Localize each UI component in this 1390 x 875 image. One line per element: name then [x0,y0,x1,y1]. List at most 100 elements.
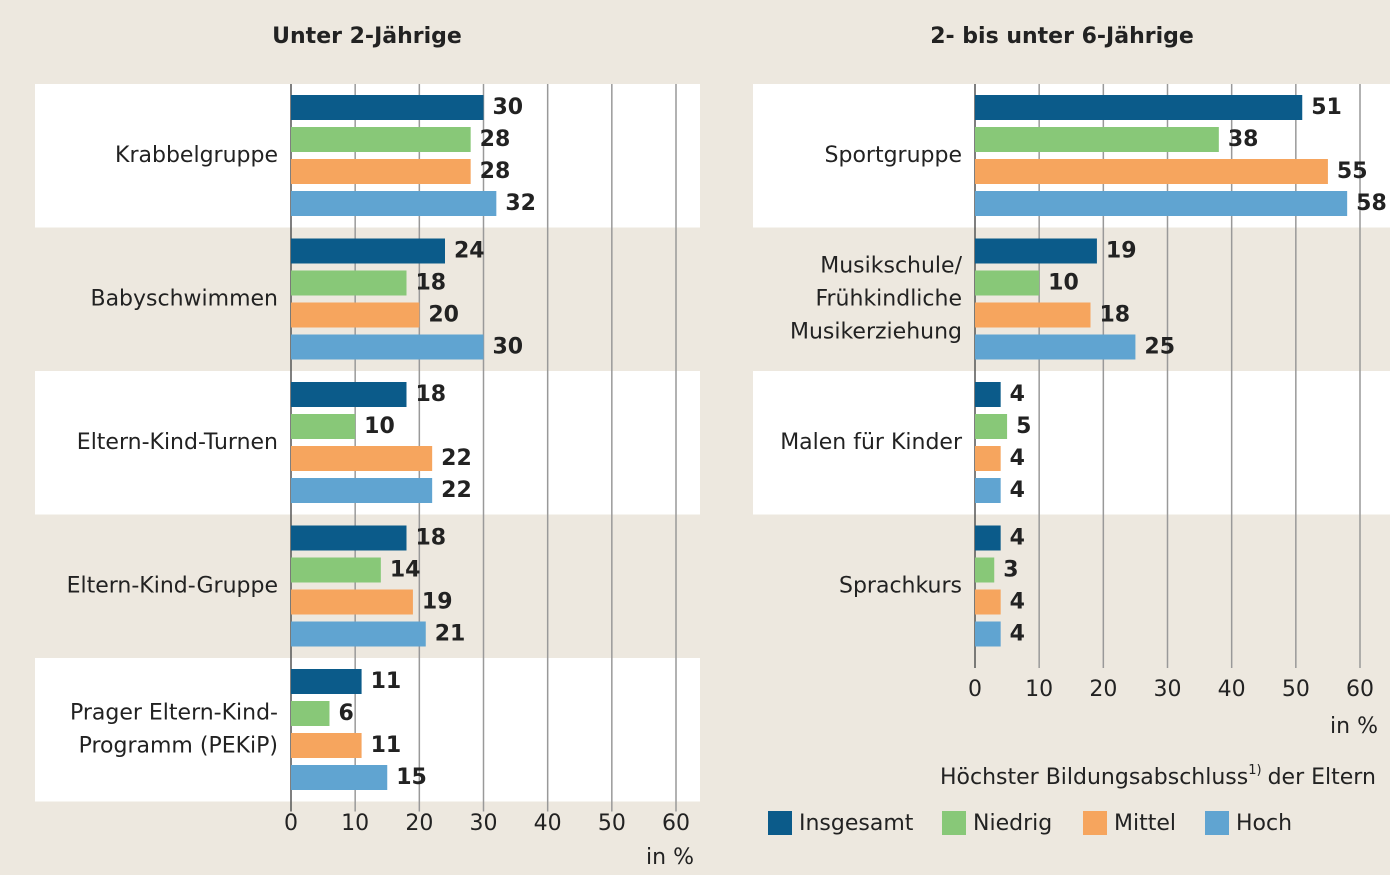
x-tick-label: 50 [1282,677,1310,702]
value-label: 18 [1100,303,1131,328]
bar [975,302,1091,328]
chart-title: Unter 2-Jährige [272,24,462,49]
bar [975,127,1219,152]
bar [975,414,1008,439]
bar [975,557,995,583]
category-label: Babyschwimmen [90,286,278,311]
x-axis-label: in % [646,845,694,870]
category-label: Sportgruppe [825,143,962,168]
chart-title: 2- bis unter 6-Jährige [930,24,1194,49]
value-label: 11 [371,669,402,694]
legend-label: Hoch [1236,811,1292,836]
value-label: 18 [416,271,447,296]
value-label: 18 [416,526,447,551]
x-tick-label: 10 [1025,677,1053,702]
value-label: 4 [1010,382,1025,407]
category-label: Prager Eltern-Kind- [70,700,278,725]
value-label: 4 [1010,478,1025,503]
bar [291,446,433,471]
legend-label: Mittel [1114,811,1176,836]
x-tick-label: 20 [405,811,433,836]
category-label: Eltern-Kind-Turnen [77,430,278,455]
category-label: Musikerziehung [790,319,962,344]
value-label: 3 [1003,558,1018,583]
bar [975,191,1348,216]
value-label: 11 [371,733,402,758]
bar [291,478,433,503]
legend-title-part: 1) [1248,763,1261,778]
bar [975,382,1001,407]
value-label: 21 [435,622,466,647]
value-label: 28 [480,127,511,152]
value-label: 4 [1010,446,1025,471]
value-label: 22 [441,478,472,503]
x-axis-label: in % [1330,714,1378,739]
value-label: 58 [1356,191,1387,216]
value-label: 38 [1228,127,1259,152]
value-label: 20 [428,303,459,328]
x-tick-label: 40 [1218,677,1246,702]
bar [975,589,1001,615]
value-label: 4 [1010,526,1025,551]
x-tick-label: 30 [470,811,498,836]
category-label: Eltern-Kind-Gruppe [67,573,278,598]
bar [291,382,407,407]
bar [291,621,426,647]
bar [291,95,484,120]
bar [291,334,484,360]
x-tick-label: 0 [284,811,298,836]
bar [975,159,1328,184]
legend-title-part: Höchster Bildungsabschluss [940,765,1248,790]
bar [291,270,407,296]
value-label: 30 [493,95,524,120]
category-label: Malen für Kinder [780,430,963,455]
category-label: Programm (PEKiP) [79,733,278,758]
legend-swatch [1083,811,1107,835]
bar [291,238,445,264]
value-label: 4 [1010,590,1025,615]
value-label: 25 [1144,335,1175,360]
category-label: Frühkindliche [815,286,962,311]
value-label: 15 [396,765,427,790]
x-tick-label: 60 [662,811,690,836]
x-tick-label: 30 [1154,677,1182,702]
value-label: 30 [493,335,524,360]
x-tick-label: 0 [968,677,982,702]
value-label: 5 [1016,414,1031,439]
bar [975,95,1303,120]
bar [975,334,1136,360]
value-label: 22 [441,446,472,471]
category-label: Krabbelgruppe [115,143,278,168]
legend-swatch [942,811,966,835]
x-tick-label: 20 [1089,677,1117,702]
value-label: 24 [454,239,485,264]
legend-label: Insgesamt [799,811,914,836]
value-label: 10 [364,414,395,439]
bar [291,701,330,726]
x-tick-label: 10 [341,811,369,836]
bar [975,621,1001,647]
bar [975,525,1001,551]
value-label: 14 [390,558,421,583]
x-tick-label: 60 [1346,677,1374,702]
bar [291,414,356,439]
value-label: 55 [1337,159,1368,184]
legend-swatch [1205,811,1229,835]
bar [291,302,420,328]
category-label: Sprachkurs [839,573,962,598]
bar [291,557,381,583]
legend-swatch [768,811,792,835]
x-tick-label: 50 [598,811,626,836]
bar [291,733,362,758]
bar [291,669,362,694]
row-band [753,371,1390,515]
bar [975,446,1001,471]
value-label: 28 [480,159,511,184]
value-label: 4 [1010,622,1025,647]
bar [291,589,413,615]
bar [291,159,471,184]
value-label: 10 [1048,271,1079,296]
value-label: 19 [422,590,453,615]
value-label: 18 [416,382,447,407]
